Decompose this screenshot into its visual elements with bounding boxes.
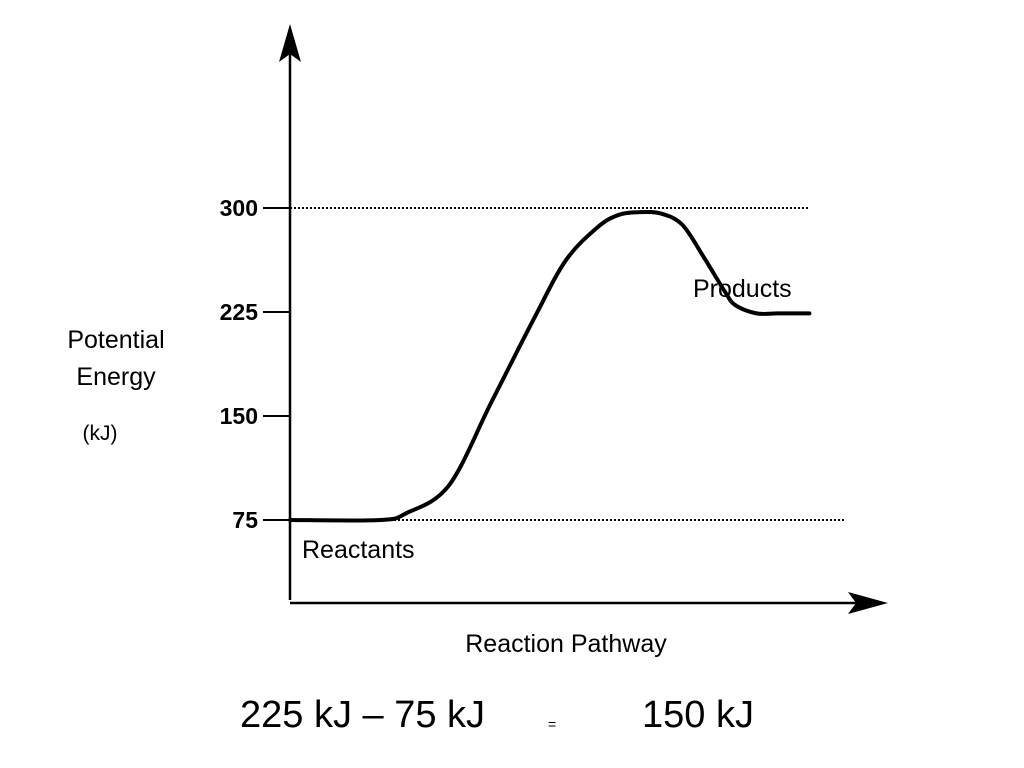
y-axis-unit: (kJ)	[83, 422, 118, 445]
products-label: Products	[693, 275, 792, 303]
x-axis-arrow	[848, 592, 888, 614]
y-axis-arrow	[279, 24, 301, 62]
y-tick-label-225: 225	[220, 299, 259, 325]
equation-equals: =	[548, 716, 557, 732]
energy-curve	[288, 209, 812, 523]
y-tick-label-150: 150	[220, 403, 258, 429]
y-axis-label-line1: Potential	[67, 326, 164, 354]
reactants-label: Reactants	[302, 536, 415, 564]
energy-diagram: 75 150 225 300 Products Reactants Reaction …	[67, 24, 888, 658]
y-axis-label-line2: Energy	[76, 363, 156, 391]
x-axis-label: Reaction Pathway	[465, 630, 667, 658]
y-tick-label-300: 300	[220, 195, 258, 221]
equation-result: 150 kJ	[642, 694, 754, 736]
y-tick-label-75: 75	[232, 507, 258, 533]
equation-left: 225 kJ – 75 kJ	[240, 694, 486, 736]
energy-equation: 225 kJ – 75 kJ = 150 kJ	[0, 690, 1024, 750]
